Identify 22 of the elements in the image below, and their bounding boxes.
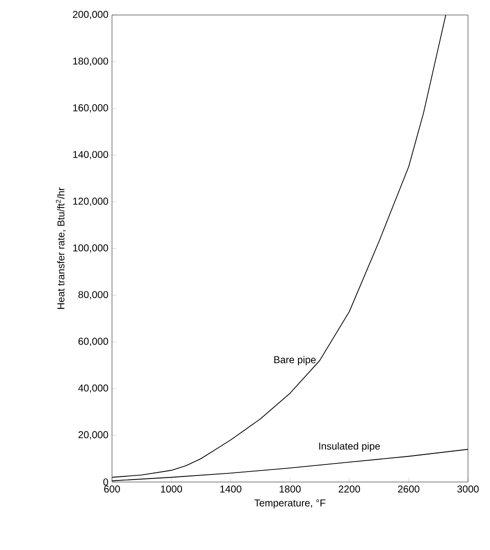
y-tick-label: 180,000 <box>73 58 108 66</box>
y-tick-label: 20,000 <box>78 431 108 440</box>
y-tick-label: 40,000 <box>78 384 108 393</box>
y-tick-label: 0 <box>103 478 108 486</box>
x-tick-label: 2200 <box>338 486 360 493</box>
y-axis-title: Heat transfer rate, Btu/ft$^{2}$/hr <box>56 188 66 309</box>
x-tick-label: 3000 <box>457 486 479 493</box>
y-tick-label: 80,000 <box>78 291 108 300</box>
y-tick-label: 160,000 <box>73 104 108 113</box>
y-tick-label: 120,000 <box>73 198 108 206</box>
x-tick-label: 1800 <box>280 486 301 493</box>
y-tick-label: 100,000 <box>73 244 108 253</box>
series-label: Bare pipe <box>274 356 316 366</box>
x-tick-label: 1000 <box>161 486 182 493</box>
x-tick-label: 600 <box>104 486 120 493</box>
y-tick-label: 200,000 <box>72 10 108 20</box>
x-tick-label: 1400 <box>220 486 242 493</box>
x-tick-label: 2600 <box>398 486 420 493</box>
series-label: Insulated pipe <box>319 442 380 452</box>
y-tick-label: 60,000 <box>78 338 108 346</box>
x-axis-title: Temperature, °F <box>254 499 326 508</box>
y-tick-label: 140,000 <box>73 150 108 160</box>
